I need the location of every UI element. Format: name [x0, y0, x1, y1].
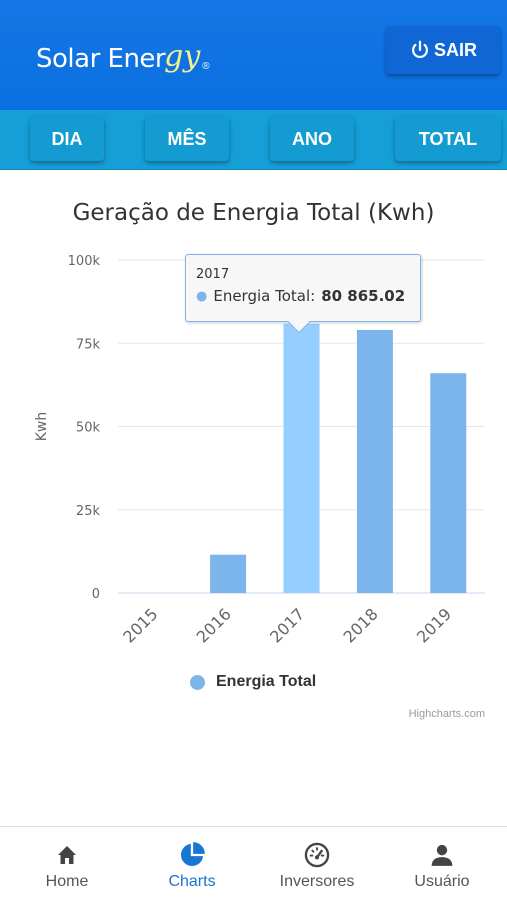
logout-label: SAIR: [433, 39, 477, 60]
energy-chart: Geração de Energia Total (Kwh) 0 25k 50k 75…: [0, 170, 507, 826]
tooltip-series-dot: ●: [196, 288, 208, 304]
bar-chart-svg: 0 25k 50k 75k 100k Kwh 2015 2016 2017 2018 2019: [34, 254, 485, 647]
tab-ano[interactable]: ANO: [270, 117, 354, 161]
bar: [430, 373, 467, 593]
solar-energy-logo: Solar Ener gy ®: [36, 34, 210, 74]
power-icon: [412, 40, 428, 59]
legend-label: Energia Total: [216, 673, 317, 690]
nav-usuario[interactable]: Usuário: [379, 827, 505, 900]
user-icon: [431, 844, 453, 866]
nav-inversores[interactable]: Inversores: [254, 827, 380, 900]
bar: [356, 329, 393, 593]
x-tick-label: 2016: [193, 604, 235, 646]
bar: [283, 323, 320, 593]
chart-title: Geração de Energia Total (Kwh): [72, 200, 435, 226]
nav-charts-label: Charts: [168, 873, 216, 890]
bottom-navigation: Home Charts Inversores: [0, 826, 507, 900]
speedometer-icon: [304, 842, 330, 868]
y-tick-label: 50k: [76, 421, 101, 436]
y-tick-label: 75k: [76, 337, 101, 352]
bar: [210, 554, 247, 593]
x-tick-label: 2015: [119, 604, 161, 646]
pie-chart-icon: [180, 842, 205, 867]
highcharts-credits[interactable]: Highcharts.com: [408, 708, 485, 720]
nav-charts[interactable]: Charts: [129, 827, 255, 900]
x-tick-label: 2018: [340, 604, 382, 646]
x-tick-label: 2017: [266, 604, 308, 646]
y-tick-label: 100k: [68, 254, 101, 269]
app-header: Solar Ener gy ® SAIR: [0, 0, 507, 110]
logo-script: gy: [164, 39, 201, 74]
nav-home[interactable]: Home: [4, 827, 130, 900]
y-tick-label: 25k: [76, 504, 101, 519]
tooltip-value: 80 865.02: [321, 287, 406, 305]
tooltip-category: 2017: [196, 267, 230, 282]
y-axis-title: Kwh: [34, 412, 50, 442]
nav-usuario-label: Usuário: [414, 873, 470, 890]
logo-registered-mark: ®: [202, 61, 210, 72]
tooltip-row: ● Energia Total: 80 865.02: [196, 287, 405, 305]
chart-tooltip: 2017 ● Energia Total: 80 865.02: [185, 254, 421, 334]
tab-mes[interactable]: MÊS: [145, 117, 229, 161]
nav-home-label: Home: [45, 873, 89, 890]
x-tick-label: 2019: [413, 604, 455, 646]
tooltip-series-name: Energia Total:: [213, 287, 316, 305]
chart-legend-item[interactable]: Energia Total: [190, 673, 316, 691]
legend-marker: [190, 674, 205, 690]
nav-inversores-label: Inversores: [279, 873, 355, 890]
tab-total[interactable]: TOTAL: [395, 117, 501, 161]
logo-text: Solar Ener: [36, 44, 166, 74]
logout-button[interactable]: SAIR: [386, 26, 500, 74]
tab-dia[interactable]: DIA: [30, 117, 104, 161]
period-tabs: DIA MÊS ANO TOTAL: [0, 110, 507, 170]
y-tick-label: 0: [92, 587, 100, 602]
home-icon: [58, 846, 76, 864]
